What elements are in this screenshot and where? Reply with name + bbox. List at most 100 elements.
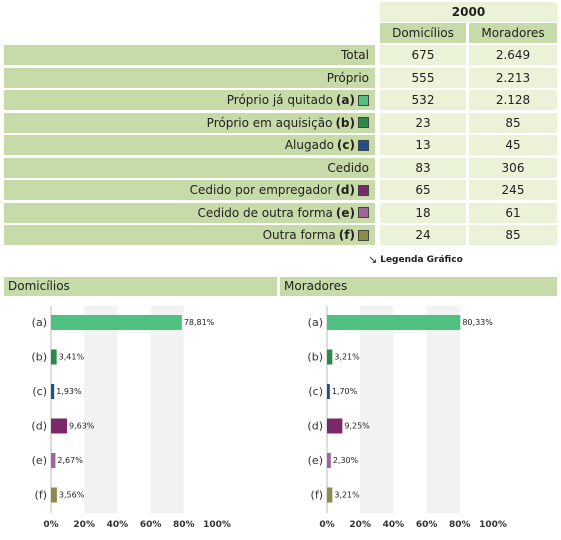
column-header-moradores: Moradores [469, 23, 557, 43]
data-label: 3,21% [334, 353, 360, 362]
table-row: Outra forma (f) 24 85 [4, 225, 557, 245]
x-tick-label: 60% [140, 520, 162, 530]
grid-band [459, 306, 493, 513]
row-label-text: Próprio já quitado [226, 93, 333, 107]
cell-domicilios: 13 [380, 135, 466, 155]
grid-band [426, 306, 460, 513]
cell-moradores: 85 [469, 225, 557, 245]
row-label-text: Outra forma [262, 228, 336, 242]
category-label: (d) [31, 420, 47, 433]
data-label: 9,63% [69, 422, 95, 431]
cell-moradores: 45 [469, 135, 557, 155]
bar-moradores-2 [327, 384, 330, 399]
row-tag: (e) [335, 205, 355, 220]
grid-band [51, 306, 85, 513]
category-label: (a) [308, 316, 323, 329]
year-header: 2000 [380, 2, 557, 23]
arrow-down-right-icon: ↘ [368, 253, 378, 266]
bar-chart-domicilios: (a) 78,81% (b) 3,41% (c) 1,93% (d) 9,63% (e) 2,67… [31, 306, 231, 530]
row-label-text: Próprio [326, 70, 369, 85]
cell-domicilios: 65 [380, 180, 466, 200]
cell-domicilios: 675 [380, 45, 466, 65]
legend-swatch-icon [358, 229, 369, 241]
row-label: Alugado (c) [4, 135, 375, 155]
x-tick-label: 0% [319, 520, 334, 530]
bar-domicilios-2 [51, 384, 55, 399]
legend-swatch-icon [358, 94, 369, 106]
row-label-text: Alugado [284, 138, 334, 152]
data-label: 78,81% [184, 318, 215, 327]
row-label: Total [4, 45, 375, 65]
x-tick-label: 20% [349, 520, 371, 530]
x-tick-label: 100% [479, 520, 507, 530]
x-tick-label: 40% [383, 520, 405, 530]
chart-title-moradores: Moradores [280, 277, 557, 296]
legend-grafico-link[interactable]: ↘ Legenda Gráfico [368, 253, 463, 266]
legend-swatch-icon [358, 139, 369, 151]
category-label: (e) [308, 454, 323, 467]
data-label: 1,93% [56, 387, 82, 396]
cell-domicilios: 555 [380, 67, 466, 88]
bar-domicilios-4 [51, 453, 56, 468]
data-label: 3,41% [59, 353, 85, 362]
x-tick-label: 20% [73, 520, 95, 530]
category-label: (b) [31, 351, 47, 364]
cell-domicilios: 24 [380, 225, 466, 245]
row-tag: (f) [338, 228, 355, 242]
data-label: 1,70% [332, 387, 358, 396]
x-tick-label: 40% [107, 520, 129, 530]
grid-band [327, 306, 361, 513]
bar-moradores-0 [327, 315, 461, 330]
row-label: Próprio em aquisição (b) [4, 112, 375, 133]
grid-band [150, 306, 184, 513]
legend-swatch-icon [358, 207, 369, 218]
row-label-text: Próprio em aquisição [206, 115, 333, 130]
cell-moradores: 306 [469, 157, 557, 178]
table-row: Cedido 83 306 [4, 157, 557, 178]
grid-band [84, 306, 118, 513]
table-row: Cedido de outra forma (e) 18 61 [4, 202, 557, 223]
row-tag: (d) [335, 183, 355, 197]
data-label: 9,25% [344, 422, 370, 431]
row-label-text: Cedido [327, 160, 369, 175]
legend-swatch-icon [358, 117, 369, 128]
bar-domicilios-0 [51, 315, 182, 330]
data-label: 3,56% [59, 491, 85, 500]
cell-moradores: 85 [469, 112, 557, 133]
legend-swatch-icon [358, 184, 369, 196]
category-label: (f) [311, 489, 323, 502]
chart-moradores: Moradores (a) 80,33% (b) 3,21% (c) 1,70% (d) 9,… [280, 277, 557, 540]
grid-band [360, 306, 394, 513]
data-label: 2,30% [333, 456, 359, 465]
x-tick-label: 80% [173, 520, 195, 530]
category-label: (f) [35, 489, 47, 502]
row-label: Cedido por empregador (d) [4, 180, 375, 200]
column-header-domicilios: Domicílios [380, 23, 466, 43]
data-label: 3,21% [334, 491, 360, 500]
bar-moradores-5 [327, 487, 333, 503]
table-row: Próprio em aquisição (b) 23 85 [4, 112, 557, 133]
grid-band [117, 306, 151, 513]
chart-domicilios: Domicílios (a) 78,81% (b) 3,41% (c) 1,93% (d) 9… [4, 277, 277, 540]
cell-moradores: 2.649 [469, 45, 557, 65]
row-label: Próprio [4, 67, 375, 88]
legend-grafico-label: Legenda Gráfico [380, 254, 463, 265]
bar-moradores-4 [327, 453, 331, 468]
cell-domicilios: 23 [380, 112, 466, 133]
row-label: Cedido de outra forma (e) [4, 202, 375, 223]
cell-moradores: 2.128 [469, 90, 557, 110]
category-label: (b) [307, 351, 323, 364]
x-tick-label: 100% [203, 520, 231, 530]
table-row: Próprio já quitado (a) 532 2.128 [4, 90, 557, 110]
category-label: (c) [308, 385, 323, 398]
data-label: 80,33% [462, 318, 493, 327]
bar-moradores-1 [327, 349, 333, 365]
row-tag: (b) [335, 115, 355, 130]
row-label-text: Cedido de outra forma [197, 205, 333, 220]
row-label: Próprio já quitado (a) [4, 90, 375, 110]
category-label: (d) [307, 420, 323, 433]
x-tick-label: 80% [449, 520, 471, 530]
x-tick-label: 60% [416, 520, 438, 530]
cell-domicilios: 18 [380, 202, 466, 223]
cell-moradores: 245 [469, 180, 557, 200]
